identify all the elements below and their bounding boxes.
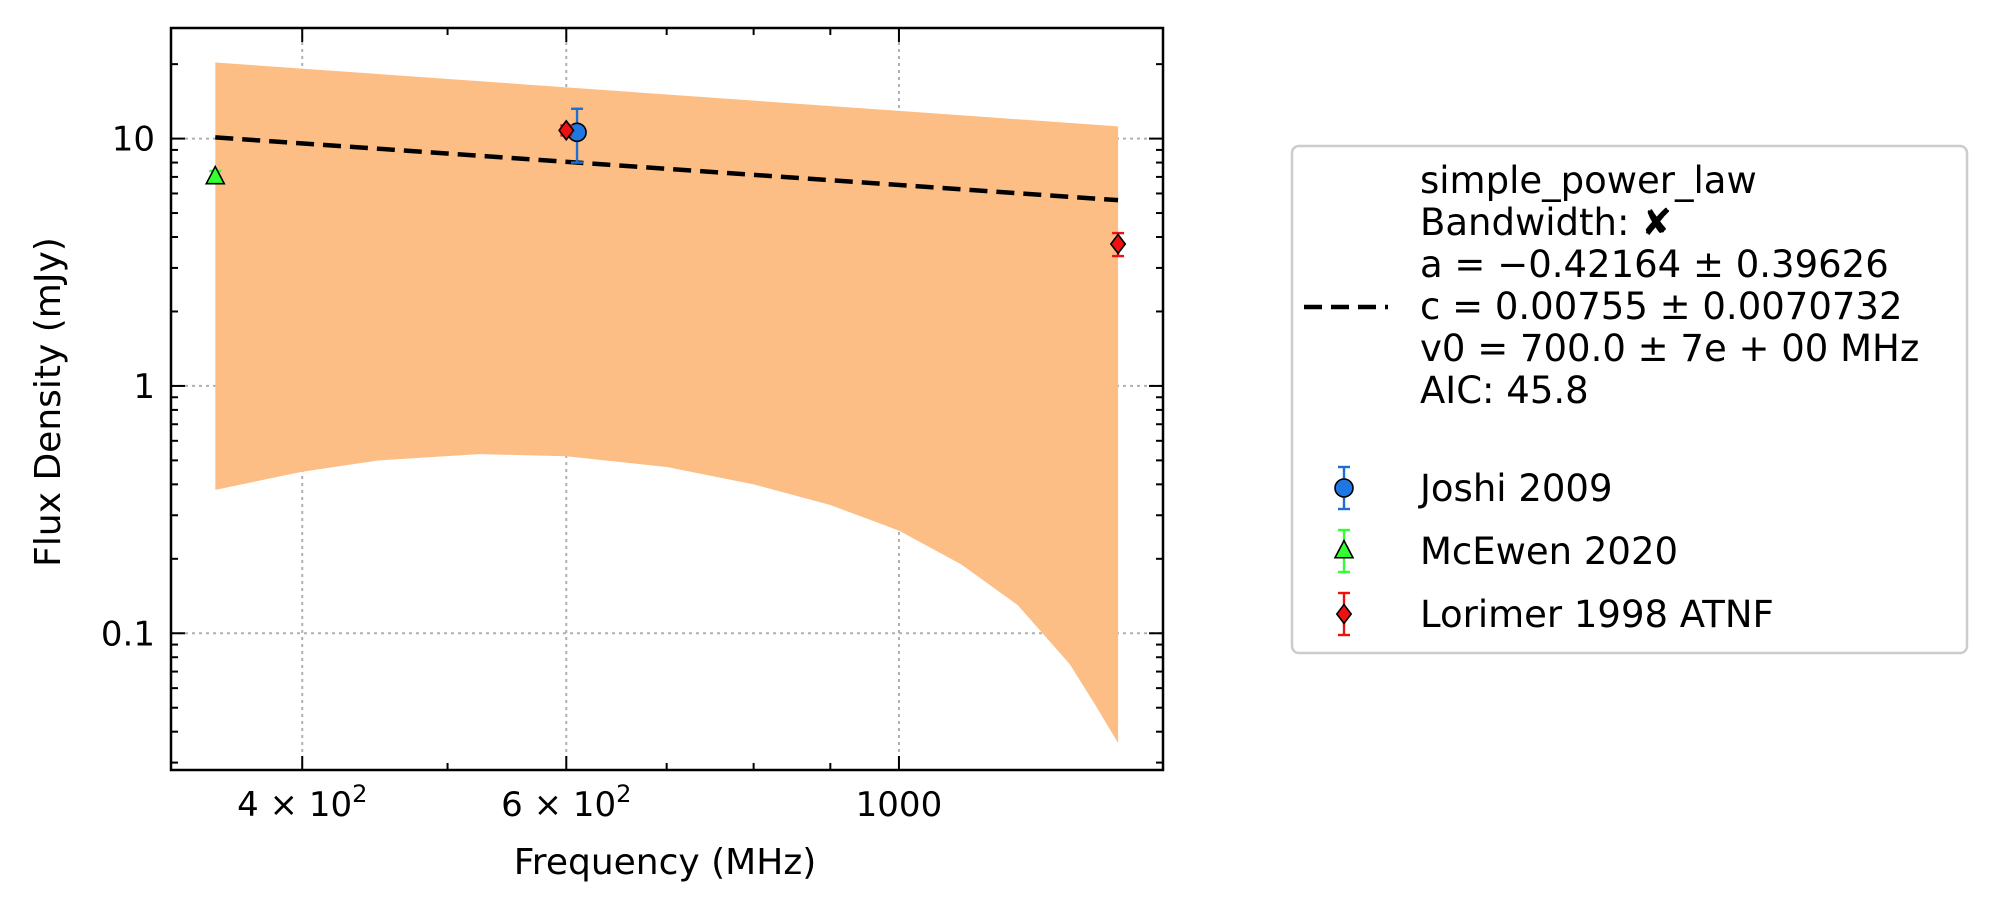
x-tick-label-base-1: 6 × 10 [501,785,616,825]
legend-box [1290,144,1969,655]
point-triangle-1-0 [204,164,226,185]
x-tick-label-0: 4 × 102 [237,780,367,825]
axis-ticks [171,28,1163,770]
legend-fit-line-1: Bandwidth: ✘ [1420,201,1672,244]
y-tick-label-2: 10 [112,120,155,160]
x-tick-label-exponent-1: 2 [616,780,631,808]
x-tick-label-base-0: 4 × 10 [237,785,352,825]
legend-fit-line-2: a = −0.42164 ± 0.39626 [1420,243,1889,286]
legend-fit-line-4: v0 = 700.0 ± 7e + 00 MHz [1420,327,1919,370]
x-tick-label-exponent-0: 2 [352,780,367,808]
legend-marker-0 [1334,478,1354,498]
x-tick-label-2: 1000 [856,785,943,825]
legend-series-label-1: McEwen 2020 [1420,530,1678,573]
fit-uncertainty-band [215,62,1119,743]
legend-fit-line-5: AIC: 45.8 [1420,369,1589,412]
data-points [204,107,1127,258]
x-axis-title: Frequency (MHz) [514,842,817,883]
fit-line [215,135,1119,203]
y-axis-title: Flux Density (mJy) [28,237,69,567]
legend-series-label-2: Lorimer 1998 ATNF [1420,593,1774,636]
legend-marker-2 [1335,603,1353,625]
legend-fit-line-0: simple_power_law [1420,159,1757,202]
y-tick-label-0: 0.1 [101,614,155,654]
legend-fit-line-3: c = 0.00755 ± 0.0070732 [1420,285,1902,328]
y-tick-label-1: 1 [133,367,155,407]
legend-marker-1 [1333,538,1355,559]
x-tick-label-base-2: 1000 [856,785,943,825]
point-diamond-2-1 [1109,233,1127,255]
legend-series-label-0: Joshi 2009 [1418,467,1612,510]
point-diamond-2-0 [558,119,575,142]
x-tick-label-1: 6 × 102 [501,780,631,825]
